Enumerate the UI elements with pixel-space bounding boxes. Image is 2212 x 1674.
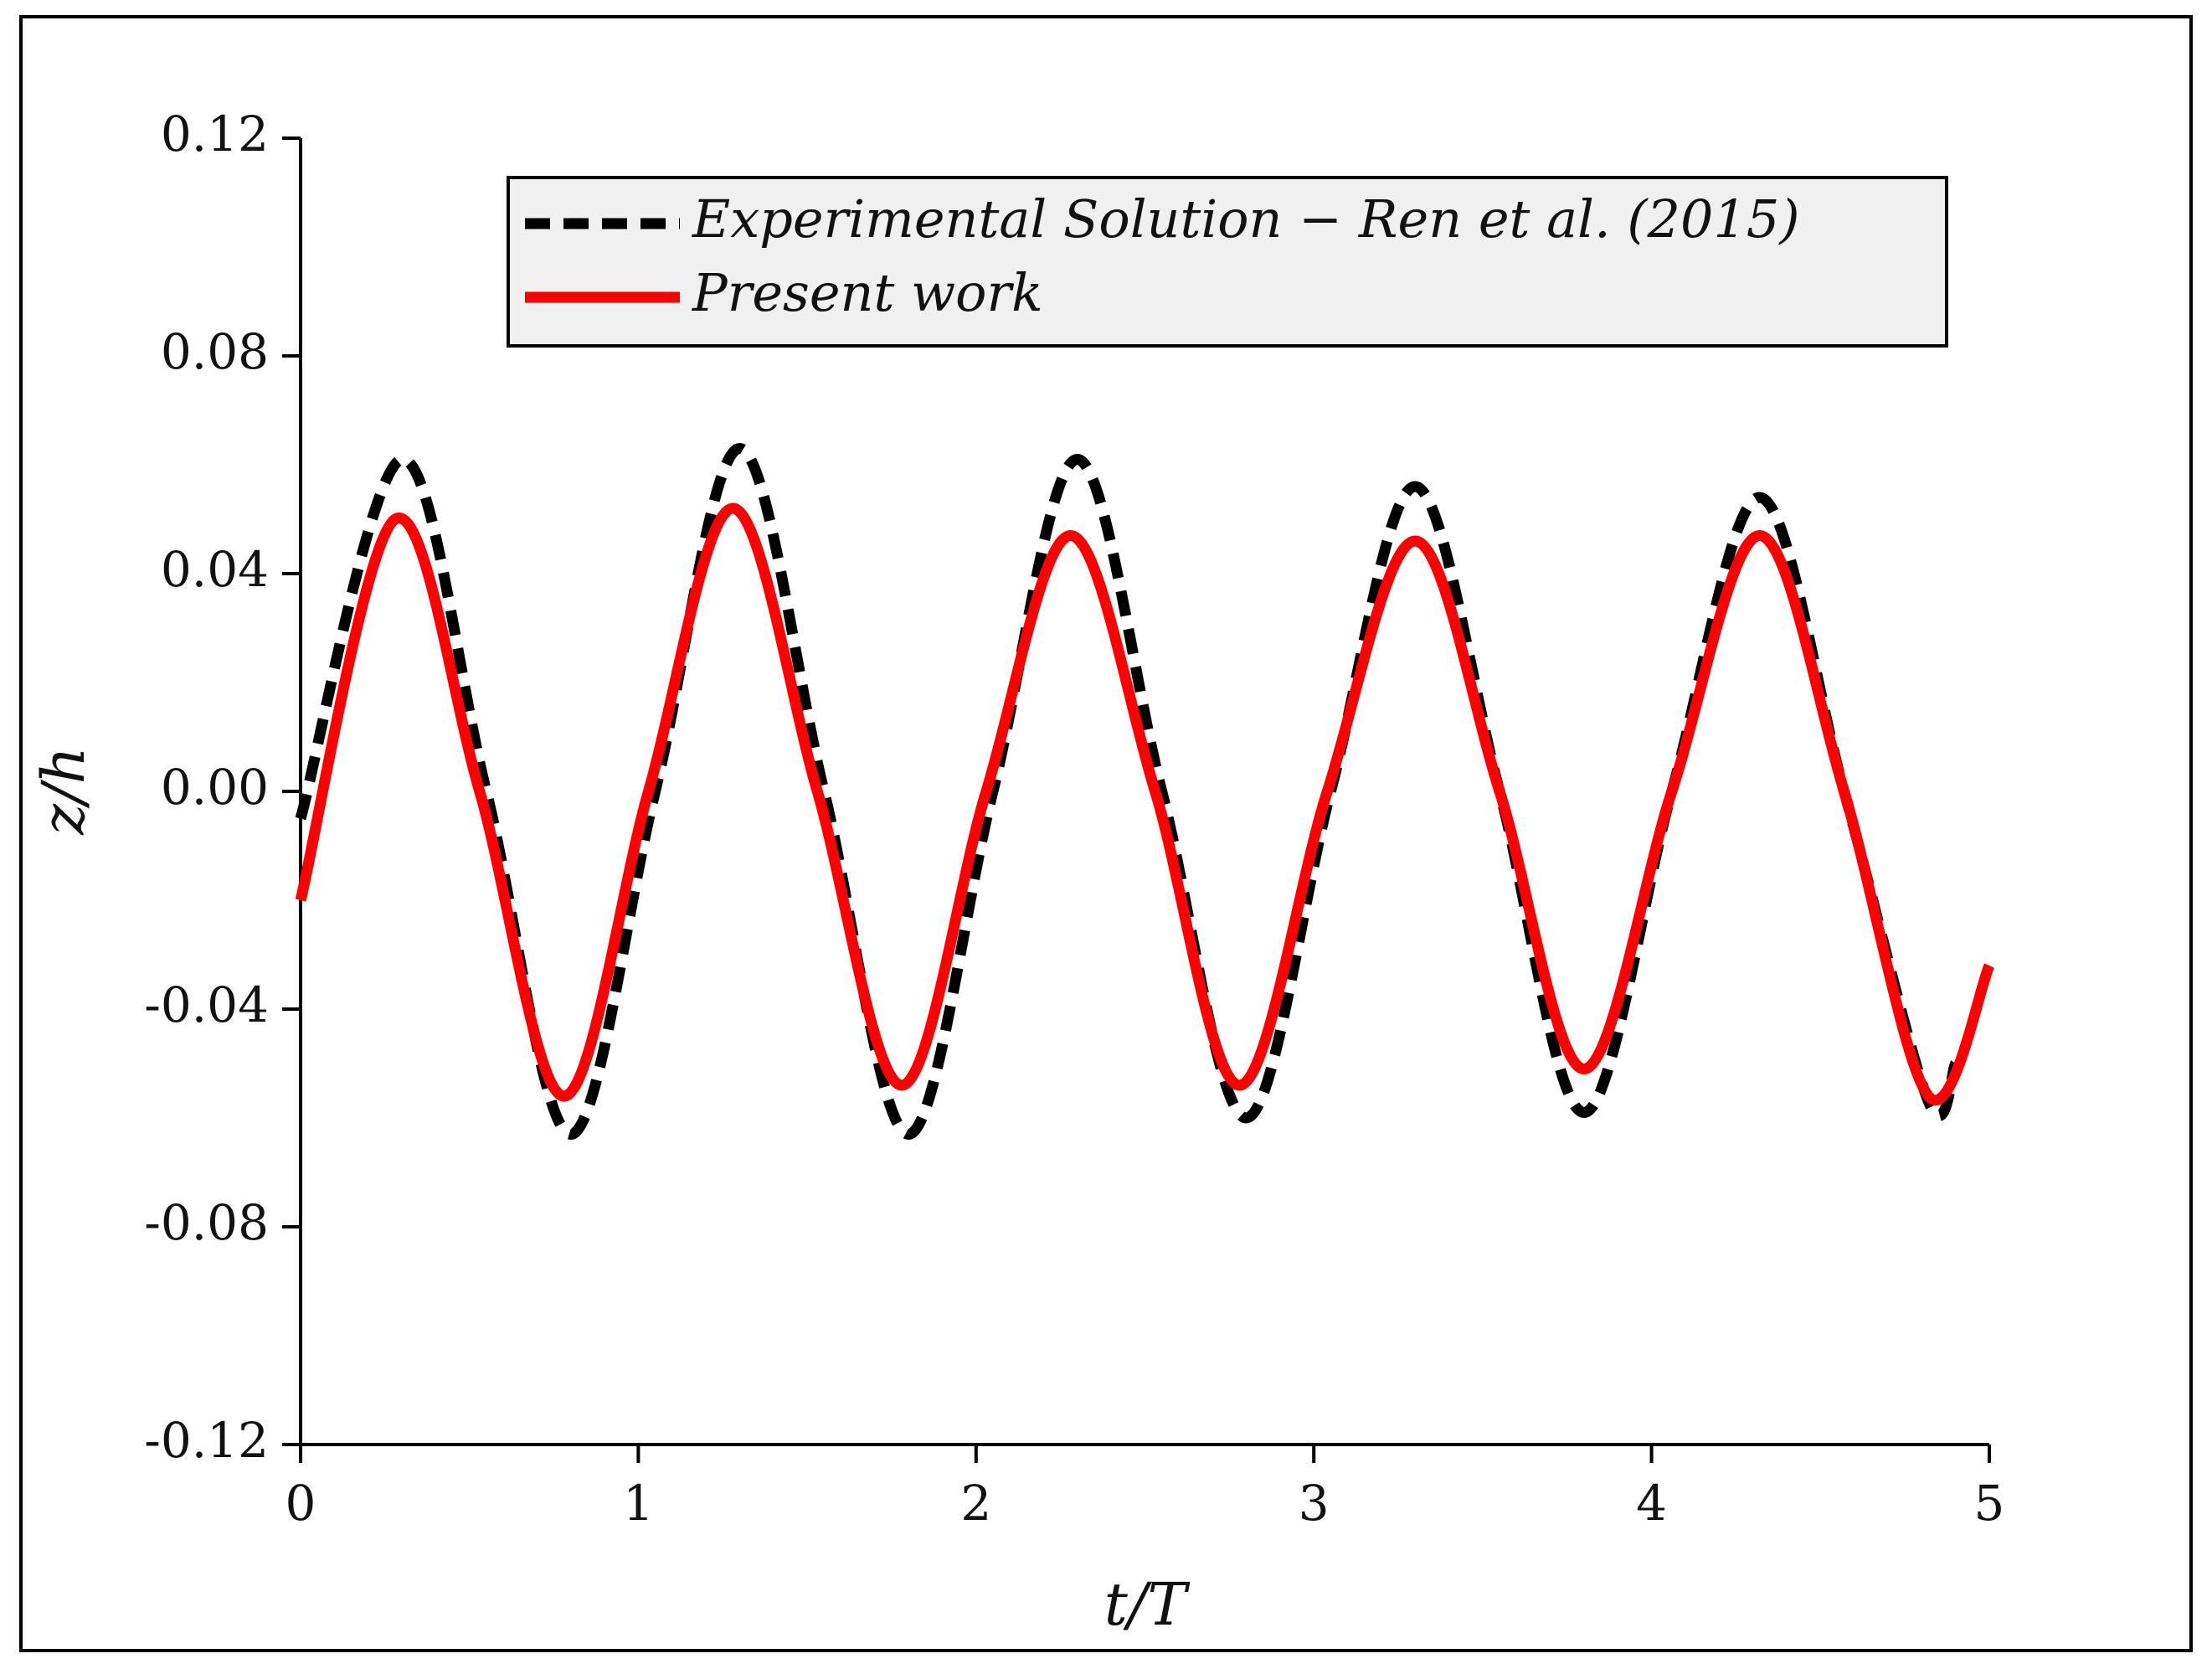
y-tick-label: 0.00 bbox=[161, 759, 269, 816]
y-axis-label: z/h bbox=[29, 746, 98, 836]
x-tick-label: 3 bbox=[1299, 1475, 1330, 1532]
y-tick-label: -0.12 bbox=[144, 1412, 269, 1469]
y-tick-label: -0.08 bbox=[144, 1194, 269, 1251]
x-tick-label: 2 bbox=[960, 1475, 991, 1532]
legend-box bbox=[507, 176, 1948, 348]
y-tick-label: 0.08 bbox=[161, 323, 269, 380]
x-tick-label: 5 bbox=[1974, 1475, 2005, 1532]
x-axis-label: t/T bbox=[1104, 1570, 1191, 1639]
x-tick-label: 1 bbox=[623, 1475, 654, 1532]
y-tick-label: 0.04 bbox=[161, 541, 269, 598]
x-tick-label: 4 bbox=[1636, 1475, 1667, 1532]
frame bbox=[19, 15, 2193, 1652]
data-line bbox=[295, 502, 1995, 1105]
legend-label: Experimental Solution − Ren et al. (2015… bbox=[692, 188, 1800, 250]
y-tick-label: -0.04 bbox=[144, 976, 269, 1033]
x-tick-label: 0 bbox=[286, 1475, 316, 1532]
data-line bbox=[295, 443, 1961, 1140]
legend-label: Present work bbox=[692, 262, 1043, 323]
y-tick-label: 0.12 bbox=[161, 106, 269, 162]
